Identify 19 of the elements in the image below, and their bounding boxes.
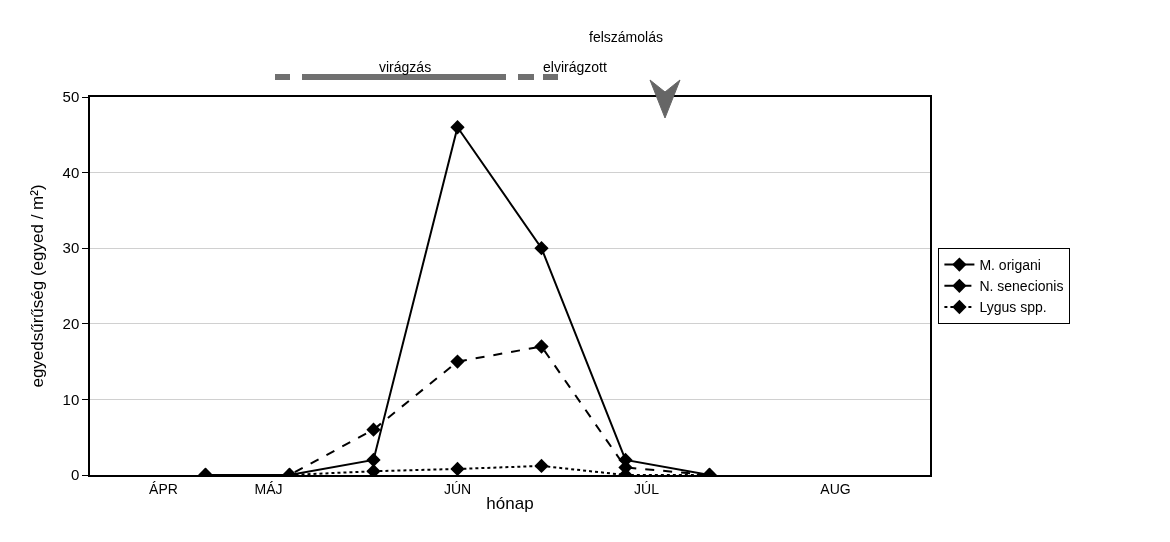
x-tick-label: JÚN [443,480,472,497]
y-tick-label: 40 [62,163,80,181]
legend-label: M. origani [979,257,1041,274]
y-tick-label: 20 [62,315,80,333]
text: felszámolás [589,29,663,45]
text: virágzás [379,59,432,75]
y-tick-label: 50 [62,88,80,106]
x-tick-label: ÁPR [149,480,178,497]
y-tick-label: 0 [70,466,80,484]
x-tick-label: JÚL [634,480,660,497]
text: elvirágzott [543,59,607,75]
x-tick-label: MÁJ [254,480,283,497]
x-axis-title: hónap [486,494,534,514]
y-tick-label: 10 [62,390,80,408]
legend-label: Lygus spp. [979,299,1047,316]
x-tick-label: AUG [820,480,851,497]
legend-label: N. senecionis [979,278,1064,295]
y-tick-label: 30 [62,239,80,257]
y-axis-title: egyedsűrűség (egyed / m²) [27,184,47,388]
